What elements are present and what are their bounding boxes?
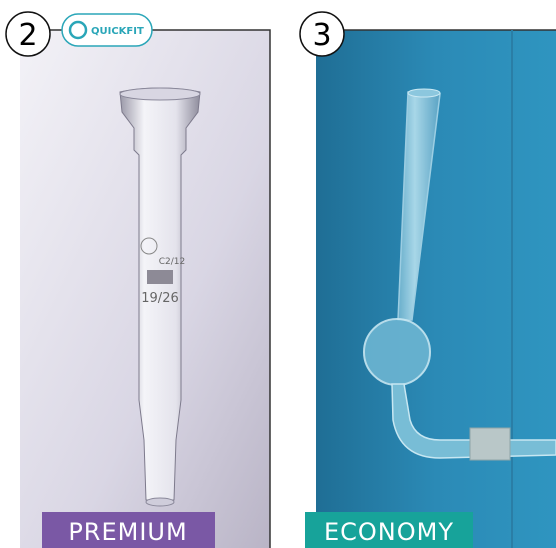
tube-marking: 19/26 bbox=[141, 291, 178, 306]
joint bbox=[470, 428, 510, 460]
panel-label: PREMIUM bbox=[68, 518, 187, 546]
logo-text: QUICKFIT bbox=[91, 26, 144, 37]
panel-number: 3 bbox=[312, 18, 331, 53]
label-patch bbox=[147, 270, 173, 284]
panel-number: 2 bbox=[18, 18, 37, 53]
screenshot: C2/12 19/26 2 QUICKFIT PREMIUM 3 ECONOMY bbox=[0, 0, 556, 548]
tube-marking: C2/12 bbox=[159, 257, 186, 267]
panel-label: ECONOMY bbox=[324, 518, 454, 546]
panel-premium: C2/12 19/26 2 QUICKFIT PREMIUM bbox=[6, 12, 270, 548]
panel-economy: 3 ECONOMY bbox=[300, 12, 556, 548]
